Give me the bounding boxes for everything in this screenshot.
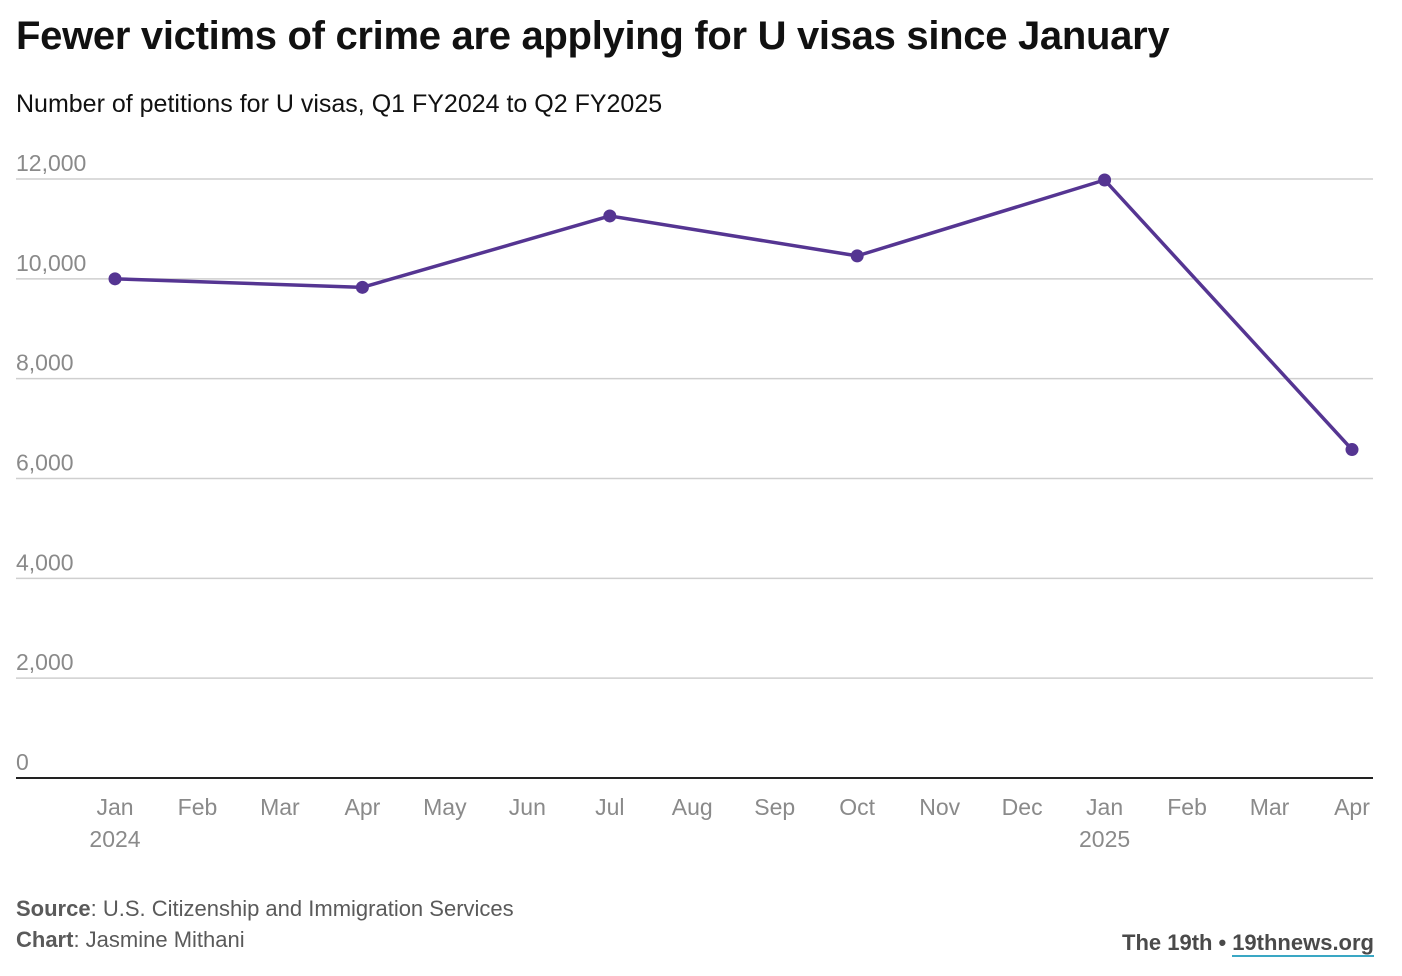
x-tick-label: Jul bbox=[595, 794, 624, 820]
source-label: Source bbox=[16, 896, 91, 921]
x-tick-label: May bbox=[423, 794, 467, 820]
data-point[interactable] bbox=[355, 280, 369, 294]
series-line bbox=[113, 178, 1354, 452]
x-tick-label: Jan bbox=[96, 794, 133, 820]
publisher-credit: The 19th • 19thnews.org bbox=[1122, 930, 1374, 957]
x-tick-label: Feb bbox=[1167, 794, 1207, 820]
chart-title: Fewer victims of crime are applying for … bbox=[16, 14, 1170, 58]
y-tick-label: 2,000 bbox=[16, 649, 74, 675]
x-tick-label: Aug bbox=[672, 794, 713, 820]
series-layer bbox=[108, 173, 1359, 457]
chart-subtitle: Number of petitions for U visas, Q1 FY20… bbox=[16, 90, 663, 118]
y-tick-label: 8,000 bbox=[16, 350, 74, 376]
x-tick-label: Mar bbox=[260, 794, 300, 820]
x-tick-label: Nov bbox=[919, 794, 960, 820]
website-link[interactable]: 19thnews.org bbox=[1232, 930, 1374, 957]
y-tick-label: 10,000 bbox=[16, 250, 86, 276]
x-tick-label: Apr bbox=[1334, 794, 1370, 820]
data-point[interactable] bbox=[108, 272, 122, 286]
y-tick-label: 4,000 bbox=[16, 549, 74, 575]
source-note: Source: U.S. Citizenship and Immigration… bbox=[16, 896, 514, 922]
data-point[interactable] bbox=[1098, 173, 1112, 187]
chart-credit: Chart: Jasmine Mithani bbox=[16, 927, 245, 953]
x-tick-label: Sep bbox=[754, 794, 795, 820]
x-tick-label: Jan bbox=[1086, 794, 1123, 820]
x-tick-label: Dec bbox=[1002, 794, 1043, 820]
grid-layer bbox=[16, 178, 1373, 779]
data-point[interactable] bbox=[1345, 443, 1359, 457]
data-point[interactable] bbox=[603, 209, 617, 223]
chart-credit-text: : Jasmine Mithani bbox=[73, 927, 245, 952]
x-tick-label: Jun bbox=[509, 794, 546, 820]
x-tick-label: Oct bbox=[839, 794, 875, 820]
y-axis-ticks: 0 2,000 4,000 6,000 8,000 10,000 12,000 bbox=[16, 150, 86, 775]
y-tick-label: 0 bbox=[16, 749, 29, 775]
source-text: : U.S. Citizenship and Immigration Servi… bbox=[90, 896, 514, 921]
data-point[interactable] bbox=[850, 249, 864, 263]
x-tick-label: Mar bbox=[1250, 794, 1290, 820]
y-tick-label: 12,000 bbox=[16, 150, 86, 176]
x-tick-year-label: 2025 bbox=[1079, 826, 1130, 852]
x-axis-ticks: Jan 2024 Feb Mar Apr May Jun Jul Aug Sep Oct Nov Dec… bbox=[89, 794, 1370, 852]
separator-dot: • bbox=[1218, 930, 1227, 955]
x-tick-label: Apr bbox=[345, 794, 381, 820]
x-tick-label: Feb bbox=[178, 794, 218, 820]
x-tick-year-label: 2024 bbox=[89, 826, 140, 852]
line-chart: 0 2,000 4,000 6,000 8,000 10,000 12,000 Jan 202… bbox=[16, 150, 1373, 852]
y-tick-label: 6,000 bbox=[16, 450, 74, 476]
chart-credit-label: Chart bbox=[16, 927, 74, 952]
publisher-name: The 19th bbox=[1122, 930, 1213, 955]
